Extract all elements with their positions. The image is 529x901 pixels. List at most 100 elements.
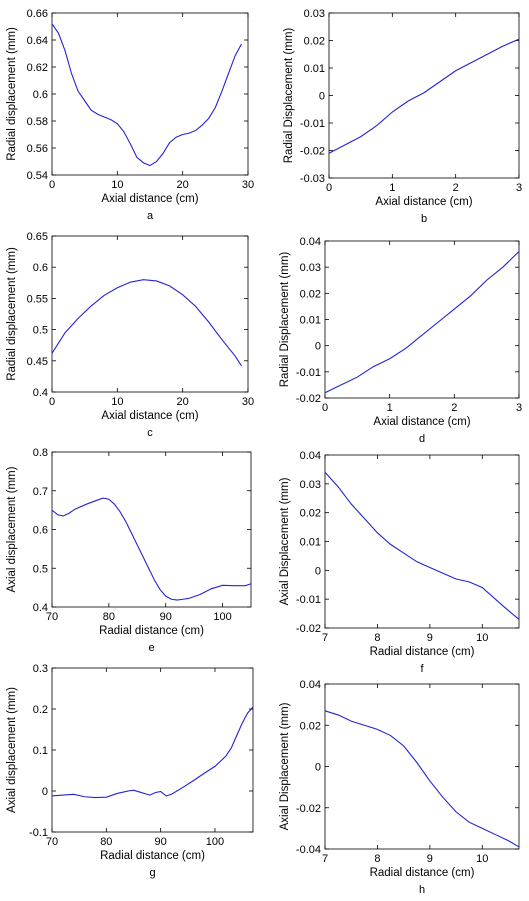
y-tick-label: 0.1 — [33, 745, 48, 757]
y-tick-label: 0.04 — [300, 679, 321, 691]
series-line — [51, 706, 254, 799]
y-tick-label: 0.4 — [33, 602, 48, 614]
x-axis-label: Radial distance (cm) — [99, 625, 204, 637]
series-line — [324, 710, 520, 848]
y-tick-label: -0.01 — [296, 367, 321, 379]
x-tick-label: 7 — [322, 853, 328, 865]
y-tick-label: 0.3 — [33, 663, 48, 675]
y-tick-label: 0 — [42, 786, 48, 798]
x-tick-label: 3 — [516, 402, 522, 414]
y-tick-label: 0.54 — [27, 170, 48, 182]
x-tick-label: 10 — [476, 853, 488, 865]
x-tick-label: 80 — [103, 611, 115, 623]
y-tick-label: 0.02 — [304, 36, 325, 48]
y-axis-label: Axial displacement (mm) — [6, 687, 18, 813]
y-axis-label: Radial Displacement (mm) — [279, 252, 291, 388]
panel-e: 70 80 90 100 0.4 0.5 0.6 0.7 0.8 Radial distance … — [6, 447, 252, 654]
panel-letter: a — [147, 210, 154, 222]
y-axis-label: Axial displacement (mm) — [6, 466, 18, 592]
y-tick-label: 0.4 — [33, 387, 48, 399]
y-tick-label: -0.04 — [296, 844, 321, 856]
y-tick-label: 0.2 — [33, 704, 48, 716]
y-tick-label: 0.65 — [27, 231, 48, 243]
y-tick-label: 0.5 — [33, 325, 48, 337]
y-tick-label: 0.66 — [27, 8, 48, 20]
x-tick-label: 30 — [242, 179, 254, 191]
y-tick-label: -0.02 — [296, 393, 321, 405]
panel-letter: g — [149, 867, 155, 879]
panel-letter: d — [419, 433, 425, 445]
x-axis-label: Radial distance (cm) — [370, 646, 475, 658]
x-tick-label: 90 — [160, 611, 172, 623]
x-tick-label: 8 — [374, 853, 380, 865]
y-tick-label: 0.5 — [33, 563, 48, 575]
x-tick-label: 100 — [213, 611, 231, 623]
x-axis-label: Axial distance (cm) — [375, 196, 472, 208]
panel-c: 0 10 20 30 0.4 0.45 0.5 0.55 0.6 0.65 Axial distan… — [6, 231, 254, 439]
x-tick-label: 2 — [451, 402, 457, 414]
x-tick-label: 70 — [46, 611, 58, 623]
y-tick-label: 0.04 — [300, 236, 321, 248]
series-line — [51, 279, 242, 367]
y-tick-label: -0.02 — [296, 623, 321, 635]
series-line — [51, 23, 242, 167]
y-tick-label: 0 — [319, 91, 325, 103]
panel-b: 0 1 2 3 -0.03 -0.02 -0.01 0 0.01 0.02 0.03 Axial di… — [283, 8, 522, 225]
x-axis-label: Axial distance (cm) — [373, 416, 470, 428]
x-tick-label: 100 — [206, 836, 224, 848]
panel-letter: b — [421, 213, 427, 225]
y-tick-label: -0.03 — [300, 173, 325, 185]
x-tick-label: 3 — [516, 182, 522, 194]
x-axis-label: Axial distance (cm) — [101, 410, 198, 422]
panel-a: 0 10 20 30 0.54 0.56 0.58 0.6 0.62 0.64 0.66 Axial … — [6, 8, 254, 222]
x-tick-label: 1 — [387, 402, 393, 414]
x-tick-label: 20 — [177, 396, 189, 408]
x-tick-label: 70 — [46, 836, 58, 848]
y-tick-label: -0.02 — [296, 803, 321, 815]
x-tick-label: 30 — [242, 396, 254, 408]
y-tick-label: 0.7 — [33, 486, 48, 498]
y-tick-label: 0.01 — [300, 537, 321, 549]
y-tick-label: 0.02 — [300, 720, 321, 732]
x-tick-label: 8 — [374, 632, 380, 644]
plot-frame-c — [51, 235, 249, 393]
plot-frame-e — [51, 451, 252, 608]
y-tick-label: 0.64 — [27, 35, 48, 47]
y-tick-label: 0.6 — [33, 262, 48, 274]
y-axis-label: Radial Displacement (mm) — [283, 28, 295, 164]
plot-frame-g — [51, 667, 254, 833]
plot-frame-f — [324, 454, 520, 629]
y-tick-label: 0.02 — [300, 508, 321, 520]
x-axis-label: Radial distance (cm) — [100, 850, 205, 862]
y-tick-label: 0.6 — [33, 525, 48, 537]
y-tick-label: 0.03 — [300, 262, 321, 274]
y-tick-label: 0.02 — [300, 288, 321, 300]
y-tick-label: 0.03 — [300, 479, 321, 491]
y-axis-label: Axial Displacement (mm) — [279, 477, 291, 605]
y-tick-label: 0.8 — [33, 447, 48, 459]
y-tick-label: 0 — [315, 341, 321, 353]
series-line — [324, 471, 520, 620]
y-tick-label: 0.58 — [27, 116, 48, 128]
y-axis-label: Axial Displacement (mm) — [279, 702, 291, 830]
y-tick-label: 0 — [315, 762, 321, 774]
plot-frame-h — [324, 683, 520, 850]
plot-frame-a — [51, 12, 249, 176]
x-axis-label: Radial distance (cm) — [370, 867, 475, 879]
x-tick-label: 10 — [476, 632, 488, 644]
y-tick-label: 0.04 — [300, 450, 321, 462]
y-axis-label: Radial displacement (mm) — [6, 27, 18, 161]
panel-h: 7 8 9 10 -0.04 -0.02 0 0.02 0.04 Radial distance … — [279, 679, 520, 896]
series-line — [328, 38, 520, 154]
plot-frame-d — [324, 240, 520, 399]
x-tick-label: 1 — [389, 182, 395, 194]
y-tick-label: 0.6 — [33, 89, 48, 101]
x-tick-label: 20 — [177, 179, 189, 191]
y-tick-label: -0.01 — [296, 594, 321, 606]
y-tick-label: 0.03 — [304, 8, 325, 20]
y-tick-label: 0.45 — [27, 356, 48, 368]
x-tick-label: 2 — [453, 182, 459, 194]
panel-letter: e — [148, 642, 154, 654]
series-line — [51, 497, 252, 601]
